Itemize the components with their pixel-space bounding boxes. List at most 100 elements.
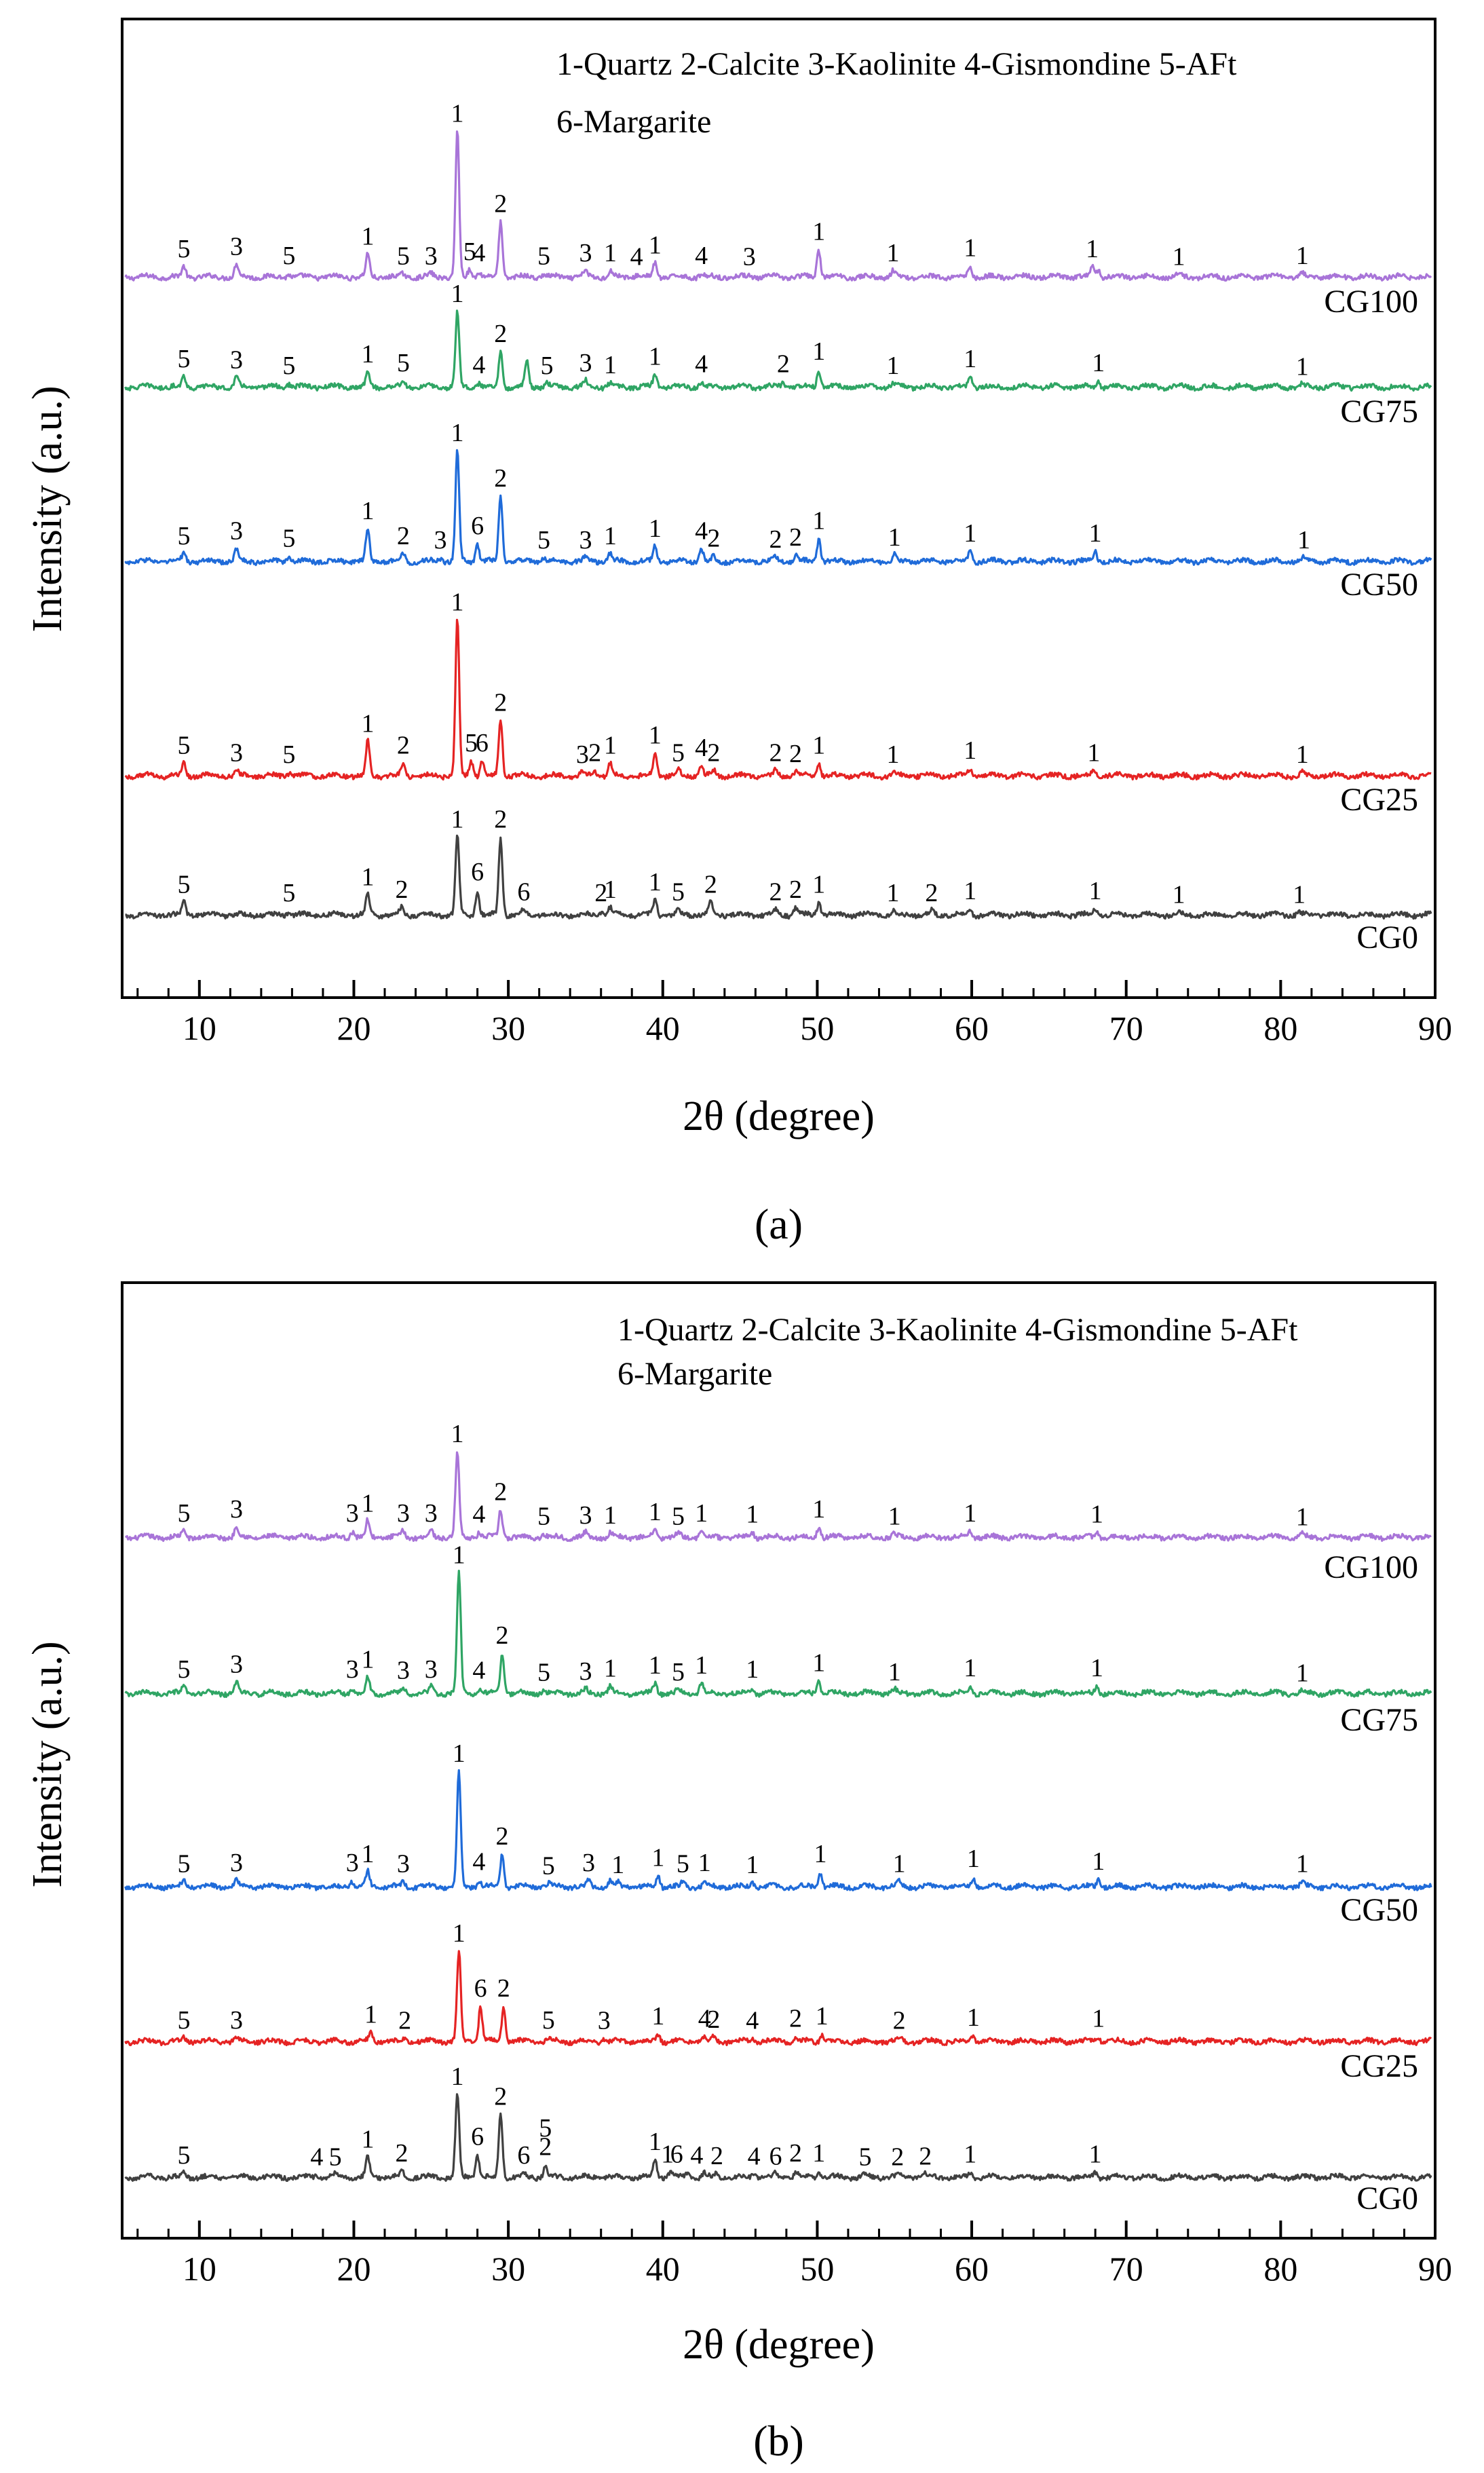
- phase-label-1: 1: [886, 740, 899, 769]
- phase-label-5: 5: [178, 235, 191, 263]
- phase-label-4: 4: [746, 2007, 759, 2035]
- phase-label-1: 1: [361, 497, 374, 525]
- x-tick-label: 30: [491, 2250, 525, 2288]
- phase-label-2: 2: [494, 1477, 507, 1506]
- phase-label-5: 5: [282, 525, 295, 553]
- phase-label-5: 5: [178, 2141, 191, 2170]
- series-label-CG0: CG0: [1356, 920, 1418, 956]
- phase-label-5: 5: [542, 1852, 555, 1881]
- phase-label-1: 1: [649, 721, 662, 750]
- phase-label-1: 1: [453, 1739, 465, 1768]
- phase-label-5: 5: [282, 740, 295, 769]
- phase-label-6: 6: [471, 2123, 484, 2151]
- phase-label-1: 1: [361, 1489, 374, 1517]
- phase-label-1: 1: [746, 1851, 759, 1879]
- x-tick-label: 40: [646, 1009, 680, 1047]
- phase-label-1: 1: [746, 1655, 759, 1684]
- phase-label-1: 1: [361, 340, 374, 369]
- x-axis-ticks: [136, 2221, 1405, 2238]
- phase-label-1: 1: [886, 239, 899, 267]
- phase-label-1: 1: [649, 1498, 662, 1526]
- phase-label-1: 1: [964, 234, 976, 263]
- phase-label-1: 1: [649, 2128, 662, 2156]
- x-tick-label: 90: [1418, 1009, 1452, 1047]
- y-axis-label: Intensity (a.u.): [24, 385, 71, 632]
- phase-label-5: 5: [672, 1503, 685, 1531]
- phase-label-2: 2: [769, 739, 782, 768]
- phase-label-4: 4: [472, 239, 485, 267]
- phase-label-1: 1: [361, 223, 374, 251]
- phase-label-2: 2: [777, 350, 790, 379]
- x-tick-label: 20: [337, 2250, 370, 2288]
- phase-label-1: 1: [361, 2125, 374, 2153]
- phase-label-2: 2: [494, 190, 507, 219]
- phase-label-2: 2: [494, 805, 507, 833]
- xrd-trace-CG0: [125, 834, 1432, 920]
- xrd-trace-CG100: [124, 130, 1432, 282]
- phase-label-2: 2: [397, 732, 410, 760]
- x-tick-label: 30: [491, 1009, 525, 1047]
- phase-label-1: 1: [1089, 519, 1102, 548]
- phase-label-1: 1: [1296, 352, 1309, 381]
- phase-label-5: 5: [537, 242, 550, 271]
- phase-label-2: 2: [494, 320, 507, 348]
- phase-label-5: 5: [178, 732, 191, 760]
- phase-label-1: 1: [964, 1499, 976, 1528]
- phase-label-1: 1: [746, 1500, 759, 1529]
- phase-label-1: 1: [1092, 349, 1105, 377]
- phase-label-6: 6: [670, 2140, 683, 2169]
- phase-label-1: 1: [964, 877, 976, 905]
- phase-label-3: 3: [579, 349, 592, 377]
- phase-label-5: 5: [537, 526, 550, 554]
- phase-label-2: 2: [893, 2007, 906, 2035]
- phase-label-3: 3: [598, 2007, 611, 2035]
- phase-label-2: 2: [789, 2005, 802, 2033]
- phase-label-1: 1: [812, 1495, 825, 1524]
- phase-label-3: 3: [230, 1849, 243, 1877]
- phase-label-1: 1: [451, 805, 463, 833]
- x-tick-label: 60: [955, 1009, 989, 1047]
- phase-label-2: 2: [769, 525, 782, 554]
- phase-label-1: 1: [649, 231, 662, 259]
- phase-label-5: 5: [329, 2142, 342, 2171]
- phase-label-4: 4: [472, 1500, 485, 1529]
- x-tick-label: 10: [183, 1009, 216, 1047]
- phase-label-3: 3: [346, 1499, 359, 1528]
- panel-b: 10 20 30 40 50 60 70 80 90 2θ (degree) Intensity (…: [24, 1281, 1452, 2465]
- phase-label-1: 1: [604, 1655, 617, 1683]
- y-axis-label: Intensity (a.u.): [24, 1641, 71, 1887]
- x-tick-label: 20: [337, 1009, 370, 1047]
- phase-label-4: 4: [695, 350, 708, 379]
- phase-label-5: 5: [397, 242, 410, 271]
- phase-label-2: 2: [789, 875, 802, 904]
- phase-label-1: 1: [611, 1851, 624, 1879]
- phase-label-1: 1: [604, 875, 617, 904]
- legend-line-1: 1-Quartz 2-Calcite 3-Kaolinite 4-Gismond…: [617, 1312, 1298, 1348]
- phase-label-1: 1: [1087, 739, 1100, 768]
- phase-label-1: 1: [886, 352, 899, 380]
- phase-label-1: 1: [812, 217, 825, 246]
- phase-label-4: 4: [472, 1848, 485, 1876]
- phase-label-2: 2: [789, 740, 802, 768]
- phase-label-1: 1: [604, 522, 617, 550]
- series-label-CG50: CG50: [1340, 1892, 1418, 1928]
- phase-label-3: 3: [230, 346, 243, 375]
- phase-label-2: 2: [396, 2139, 408, 2168]
- phase-label-1: 1: [361, 1645, 374, 1674]
- phase-label-5: 5: [672, 739, 685, 768]
- phase-label-1: 1: [964, 736, 976, 765]
- phase-label-1: 1: [453, 1919, 465, 1948]
- phase-label-1: 1: [893, 1850, 906, 1879]
- phase-label-1: 1: [604, 351, 617, 379]
- phase-label-5: 5: [178, 345, 191, 373]
- phase-label-2: 2: [398, 2007, 411, 2035]
- plot-frame: [121, 1281, 1437, 2240]
- phase-label-3: 3: [346, 1849, 359, 1877]
- x-tick-label: 10: [183, 2250, 216, 2288]
- phase-label-5: 5: [178, 2006, 191, 2035]
